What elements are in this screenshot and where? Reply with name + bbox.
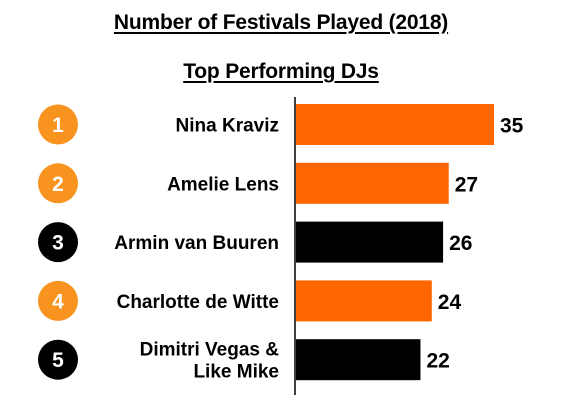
rank-number-2: 2	[52, 173, 64, 196]
value-label-4: 24	[438, 291, 462, 314]
dj-label-1: Nina Kraviz	[176, 116, 279, 137]
rank-badge-3	[38, 222, 78, 263]
rank-number-1: 1	[52, 114, 64, 137]
dj-label-5-line-1: Dimitri Vegas &	[140, 340, 280, 361]
bar-5	[296, 339, 421, 381]
rank-badge-4	[38, 280, 78, 321]
chart-title: Number of Festivals Played (2018)	[113, 11, 449, 34]
bar-4	[296, 280, 432, 322]
rank-badge-2	[38, 163, 78, 204]
dj-label-4: Charlotte de Witte	[117, 292, 279, 313]
dj-label-5-line-2: Like Mike	[193, 362, 279, 383]
value-label-1: 35	[500, 115, 524, 138]
bar-2	[296, 162, 449, 204]
value-label-3: 26	[449, 232, 472, 255]
bar-3	[296, 221, 444, 263]
value-label-5: 22	[426, 350, 449, 373]
rank-number-5: 5	[52, 349, 64, 372]
dj-label-2: Amelie Lens	[167, 174, 279, 195]
rank-number-4: 4	[52, 290, 64, 313]
chart-subtitle: Top Performing DJs	[183, 60, 379, 83]
bar-1	[296, 104, 494, 145]
rank-badge-5	[38, 339, 78, 380]
rank-badge-1	[38, 104, 78, 145]
value-label-2: 27	[455, 173, 478, 196]
dj-label-3: Armin van Buuren	[114, 233, 279, 254]
rank-number-3: 3	[52, 232, 64, 255]
